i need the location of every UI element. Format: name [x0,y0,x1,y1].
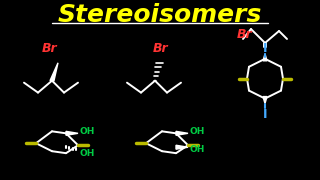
Polygon shape [263,96,267,103]
Text: OH: OH [190,127,205,136]
Text: Br: Br [153,42,169,55]
Text: OH: OH [80,127,95,136]
Text: OH: OH [190,145,205,154]
Text: I: I [263,42,267,55]
Text: I: I [263,108,267,121]
Text: Stereoisomers: Stereoisomers [58,3,262,27]
Polygon shape [176,131,188,135]
Text: Br: Br [42,42,58,55]
Polygon shape [50,63,58,81]
Polygon shape [66,131,78,135]
Text: Br: Br [237,28,253,41]
Text: OH: OH [80,149,95,158]
Polygon shape [176,145,188,149]
Polygon shape [263,54,267,61]
